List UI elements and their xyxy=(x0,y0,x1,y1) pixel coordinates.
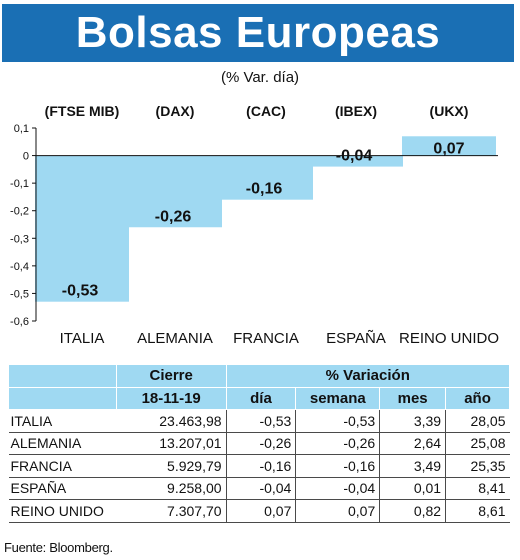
row-dia: -0,04 xyxy=(225,477,296,500)
table-row: ALEMANIA 13.207,01 -0,26 -0,26 2,64 25,08 xyxy=(8,432,510,455)
row-dia: 0,07 xyxy=(225,499,296,523)
market-table: Cierre % Variación 18-11-19 día semana m… xyxy=(8,364,511,523)
row-name: ITALIA xyxy=(8,409,117,433)
bar xyxy=(35,155,129,302)
chart-subtitle: (% Var. día) xyxy=(220,69,300,86)
table-header-dia: día xyxy=(225,386,297,410)
row-mes: 3,49 xyxy=(379,454,446,478)
row-cierre: 7.307,70 xyxy=(116,499,227,523)
table-row: REINO UNIDO 7.307,70 0,07 0,07 0,82 8,61 xyxy=(8,499,510,523)
source-note: Fuente: Bloomberg. xyxy=(4,540,113,555)
y-tick-label: -0,3 xyxy=(10,233,29,245)
table-row: FRANCIA 5.929,79 -0,16 -0,16 3,49 25,35 xyxy=(8,454,510,478)
table-header-blank-2 xyxy=(8,386,117,410)
row-name: FRANCIA xyxy=(8,454,117,478)
row-mes: 2,64 xyxy=(379,432,446,455)
table-header-date: 18-11-19 xyxy=(115,386,227,410)
y-tick-label: -0,1 xyxy=(10,178,29,190)
table-body: ITALIA 23.463,98 -0,53 -0,53 3,39 28,05 ALEMAN… xyxy=(8,409,510,523)
index-label: (DAX) xyxy=(156,103,195,119)
bar xyxy=(402,136,496,156)
row-mes: 3,39 xyxy=(379,409,446,433)
row-anio: 8,61 xyxy=(445,499,510,523)
row-cierre: 9.258,00 xyxy=(116,477,227,500)
table-header-variacion: % Variación xyxy=(225,364,511,388)
y-tick-label: -0,5 xyxy=(10,288,29,300)
category-label: ITALIA xyxy=(60,330,105,347)
row-mes: 0,82 xyxy=(379,499,446,523)
category-label: ALEMANIA xyxy=(137,330,213,347)
table-header-mes: mes xyxy=(379,386,447,410)
row-dia: -0,26 xyxy=(225,432,296,455)
bar-chart: (FTSE MIB) (DAX) (CAC) (IBEX) (UKX) 0,1 0 -0,1 -… xyxy=(10,103,499,347)
table-header-cierre: Cierre xyxy=(115,364,227,388)
row-name: REINO UNIDO xyxy=(8,499,117,523)
row-anio: 25,35 xyxy=(445,454,510,478)
y-tick-label: -0,6 xyxy=(10,316,29,328)
row-name: ALEMANIA xyxy=(8,432,117,455)
category-label: FRANCIA xyxy=(233,330,299,347)
row-semana: -0,04 xyxy=(295,477,380,500)
y-tick-label: 0,1 xyxy=(14,123,29,135)
y-tick-label: -0,2 xyxy=(10,206,29,218)
data-label: -0,04 xyxy=(336,148,373,165)
index-label: (IBEX) xyxy=(335,103,377,119)
category-label: ESPAÑA xyxy=(326,330,386,347)
row-anio: 25,08 xyxy=(445,432,510,455)
table-row: ITALIA 23.463,98 -0,53 -0,53 3,39 28,05 xyxy=(8,409,510,433)
data-label: -0,53 xyxy=(62,283,99,300)
table-row: ESPAÑA 9.258,00 -0,04 -0,04 0,01 8,41 xyxy=(8,477,510,500)
row-semana: -0,53 xyxy=(295,409,380,433)
index-label: (CAC) xyxy=(246,103,286,119)
row-anio: 28,05 xyxy=(445,409,510,433)
row-anio: 8,41 xyxy=(445,477,510,500)
row-dia: -0,53 xyxy=(225,409,296,433)
row-semana: -0,26 xyxy=(295,432,380,455)
y-tick-label: -0,4 xyxy=(10,261,29,273)
bar xyxy=(309,155,403,167)
data-label: -0,26 xyxy=(155,208,192,225)
row-semana: 0,07 xyxy=(295,499,380,523)
data-label: 0,07 xyxy=(433,140,464,157)
row-cierre: 23.463,98 xyxy=(116,409,227,433)
table-header-blank xyxy=(8,364,117,388)
row-cierre: 5.929,79 xyxy=(116,454,227,478)
data-label: -0,16 xyxy=(246,181,283,198)
index-label: (FTSE MIB) xyxy=(45,103,120,119)
row-name: ESPAÑA xyxy=(8,477,117,500)
table-header-semana: semana xyxy=(295,386,381,410)
chart-title: Bolsas Europeas xyxy=(2,4,514,62)
row-mes: 0,01 xyxy=(379,477,446,500)
y-tick-label: 0 xyxy=(23,151,29,163)
index-label: (UKX) xyxy=(430,103,469,119)
row-dia: -0,16 xyxy=(225,454,296,478)
category-label: REINO UNIDO xyxy=(399,330,499,347)
row-cierre: 13.207,01 xyxy=(116,432,227,455)
bar xyxy=(128,155,222,228)
bar xyxy=(219,155,313,200)
table-header-anio: año xyxy=(445,386,510,410)
row-semana: -0,16 xyxy=(295,454,380,478)
